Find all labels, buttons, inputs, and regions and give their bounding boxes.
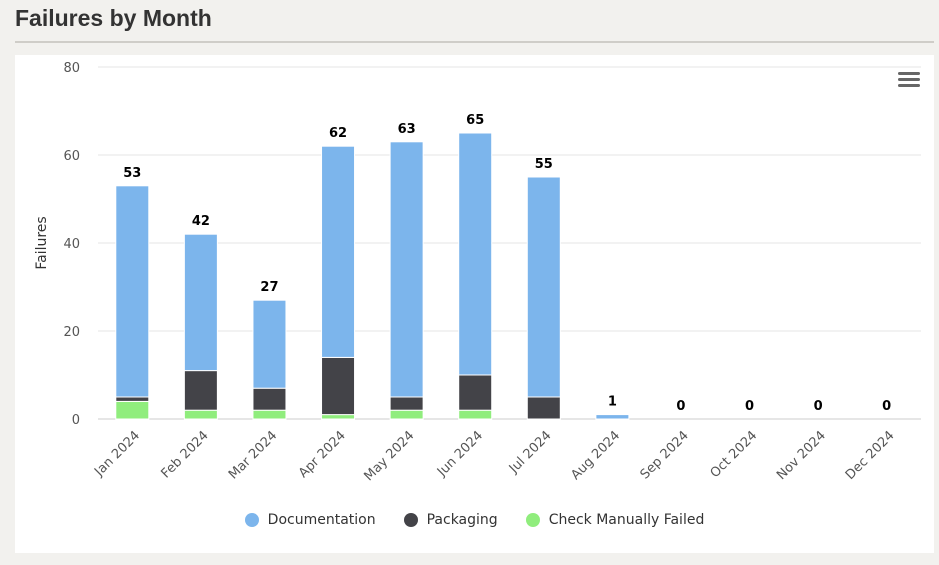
y-tick-label: 40 [63,237,80,252]
bar-total-label: 65 [466,113,484,128]
chart-menu-icon[interactable] [898,72,920,90]
bar-segment-check-manually-failed[interactable] [115,400,150,420]
legend-item-packaging[interactable]: Packaging [403,512,498,528]
bar-segment-documentation[interactable] [389,141,424,398]
x-tick-label: Feb 2024 [159,428,212,481]
bar-chart: 0 20 40 60 80 53 Jan 2024 42 Feb 2024 27 Mar 2024 6… [34,61,921,484]
bar-total-label: 0 [882,399,891,414]
bar-segment-packaging[interactable] [526,396,561,420]
y-tick-label: 60 [63,149,80,164]
bar-segment-documentation[interactable] [252,299,287,389]
x-tick-label: Jun 2024 [434,428,486,480]
page-title: Failures by Month [15,5,212,31]
bar-total-label: 53 [123,166,141,181]
x-tick-label: Jan 2024 [91,428,143,480]
bar-segment-check-manually-failed[interactable] [389,409,424,420]
legend-label-check-manually-failed: Check Manually Failed [548,512,705,528]
x-tick-label: May 2024 [362,428,418,484]
x-tick-label: Nov 2024 [774,428,829,483]
bar-segment-check-manually-failed[interactable] [458,409,493,420]
chart-panel: 0 20 40 60 80 53 Jan 2024 42 Feb 2024 27 Mar 2024 6… [15,55,934,553]
bar-total-label: 63 [398,122,416,137]
y-tick-label: 20 [63,325,80,340]
x-tick-label: Mar 2024 [226,428,280,482]
chart-legend: Documentation Packaging Check Manually F… [15,512,934,528]
bar-segment-packaging[interactable] [252,387,287,411]
bar-total-label: 0 [814,399,823,414]
y-axis-title: Failures [34,216,50,269]
title-divider [15,41,934,43]
bar-total-label: 0 [676,399,685,414]
bar-segment-documentation[interactable] [595,414,630,420]
bar-segment-documentation[interactable] [115,185,150,398]
bar-total-label: 1 [608,395,617,410]
bar-total-label: 62 [329,126,347,141]
bar-segment-check-manually-failed[interactable] [321,414,356,420]
bar-segment-packaging[interactable] [458,374,493,411]
bar-segment-documentation[interactable] [183,233,218,372]
x-tick-label: Aug 2024 [568,428,623,483]
bar-segment-check-manually-failed[interactable] [252,409,287,420]
bar-total-label: 0 [745,399,754,414]
legend-item-documentation[interactable]: Documentation [244,512,376,528]
bar-segment-documentation[interactable] [526,176,561,398]
bar-segment-check-manually-failed[interactable] [183,409,218,420]
bar-total-label: 42 [192,214,210,229]
bar-segment-packaging[interactable] [115,396,150,402]
x-tick-label: Jul 2024 [506,428,555,477]
bar-segment-documentation[interactable] [458,132,493,376]
bar-segment-packaging[interactable] [389,396,424,411]
legend-swatch-check-manually-failed [525,513,540,527]
legend-swatch-packaging [403,513,418,527]
legend-label-packaging: Packaging [426,512,498,528]
x-tick-label: Oct 2024 [708,428,761,481]
x-tick-label: Sep 2024 [638,428,692,482]
bar-total-label: 55 [535,157,553,172]
bar-segment-packaging[interactable] [321,356,356,416]
bar-total-label: 27 [260,280,278,295]
x-tick-label: Apr 2024 [296,428,349,481]
legend-label-documentation: Documentation [267,512,376,528]
legend-item-check-manually-failed[interactable]: Check Manually Failed [525,512,705,528]
x-tick-label: Dec 2024 [843,428,898,483]
y-tick-label: 80 [63,61,80,76]
legend-swatch-documentation [244,513,259,527]
y-tick-label: 0 [72,413,80,428]
bar-segment-documentation[interactable] [321,145,356,358]
bar-segment-packaging[interactable] [183,370,218,411]
